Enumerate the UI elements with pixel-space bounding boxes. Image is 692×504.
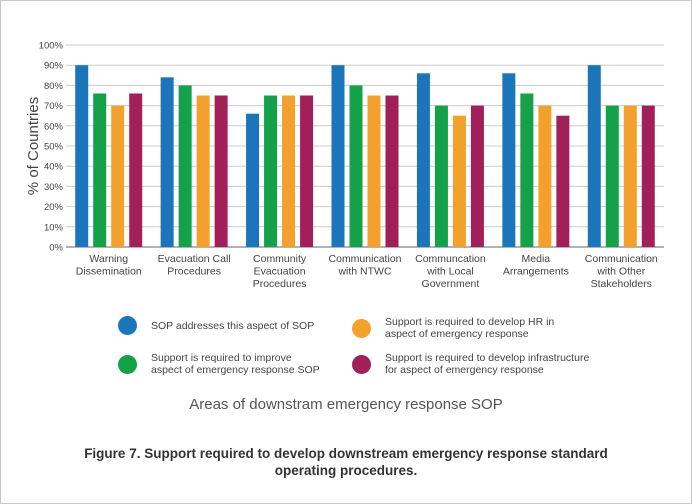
bar-series2-2 [282, 95, 296, 247]
y-tick-label: 30% [44, 182, 64, 193]
y-tick-label: 20% [44, 202, 64, 213]
legend-swatch-infrastructure [352, 354, 371, 374]
x-tick-label-0: Warning Dissemination [76, 253, 142, 278]
legend-swatch-hr [352, 318, 371, 338]
bar-series3-1 [214, 95, 228, 247]
legend-label-hr: Support is required to develop HR in asp… [385, 316, 555, 340]
x-tick-label-2: Community Evacuation Procedures [253, 253, 307, 290]
x-axis-title: Areas of downstram emergency response SO… [189, 396, 503, 413]
x-tick-label-6: Communication with Other Stakeholders [585, 253, 658, 290]
bar-series0-1 [160, 77, 174, 247]
bar-series0-0 [75, 65, 89, 247]
x-tick-label-3: Communication with NTWC [329, 253, 402, 278]
bar-series1-1 [178, 85, 192, 248]
bar-series2-1 [196, 95, 210, 247]
bar-chart: 0% 10% 20% 30% 40% 50% 60% 70% 80% 90% 100% % of Co… [25, 41, 664, 290]
bar-series0-6 [587, 65, 601, 247]
legend-item-sop: SOP addresses this aspect of SOP [118, 316, 314, 335]
bar-series0-4 [416, 73, 430, 247]
y-tick-label: 70% [44, 101, 64, 112]
bar-series1-0 [93, 93, 107, 247]
y-tick-label: 50% [44, 142, 64, 153]
bar-series1-2 [264, 95, 278, 247]
y-tick-label: 80% [44, 81, 64, 92]
y-tick-label: 60% [44, 121, 64, 132]
bar-series0-2 [246, 113, 260, 248]
y-tick-label: 90% [44, 61, 64, 72]
y-tick-label: 10% [44, 222, 64, 233]
x-tick-label-4: Communcation with Local Government [415, 253, 486, 290]
y-tick-label: 100% [39, 41, 64, 52]
y-tick-label: 40% [44, 162, 64, 173]
bar-series1-5 [520, 93, 534, 247]
bar-series1-4 [434, 105, 448, 247]
bar-series2-3 [367, 95, 381, 247]
x-tick-label-1: Evacuation Call Procedures [158, 253, 231, 278]
bar-series1-3 [349, 85, 363, 248]
bar-series2-0 [111, 105, 125, 247]
y-axis-title: % of Countries [25, 97, 42, 195]
figure-caption: Figure 7. Support required to develop do… [84, 446, 608, 478]
bar-series3-6 [641, 105, 655, 247]
bar-series2-4 [452, 115, 466, 247]
bar-series3-5 [556, 115, 570, 247]
legend-swatch-improve [118, 354, 137, 374]
bar-series3-3 [385, 95, 399, 247]
legend-label-sop: SOP addresses this aspect of SOP [151, 319, 315, 332]
legend-item-hr: Support is required to develop HR in asp… [352, 316, 554, 340]
bar-series3-2 [300, 95, 314, 247]
legend-item-improve: Support is required to improve aspect of… [118, 352, 320, 376]
legend-label-improve: Support is required to improve aspect of… [151, 352, 320, 376]
x-tick-label-5: Media Arrangements [503, 253, 569, 278]
legend-swatch-sop [118, 316, 137, 335]
bar-series3-0 [129, 93, 143, 247]
legend-label-infrastructure: Support is required to develop infrastru… [385, 352, 590, 376]
bar-series2-5 [538, 105, 552, 247]
bar-series2-6 [623, 105, 637, 247]
bar-series0-3 [331, 65, 345, 247]
legend-item-infrastructure: Support is required to develop infrastru… [352, 352, 589, 376]
bar-series0-5 [502, 73, 516, 247]
y-tick-label: 0% [49, 243, 63, 254]
bar-series3-4 [470, 105, 484, 247]
bar-series1-6 [605, 105, 619, 247]
